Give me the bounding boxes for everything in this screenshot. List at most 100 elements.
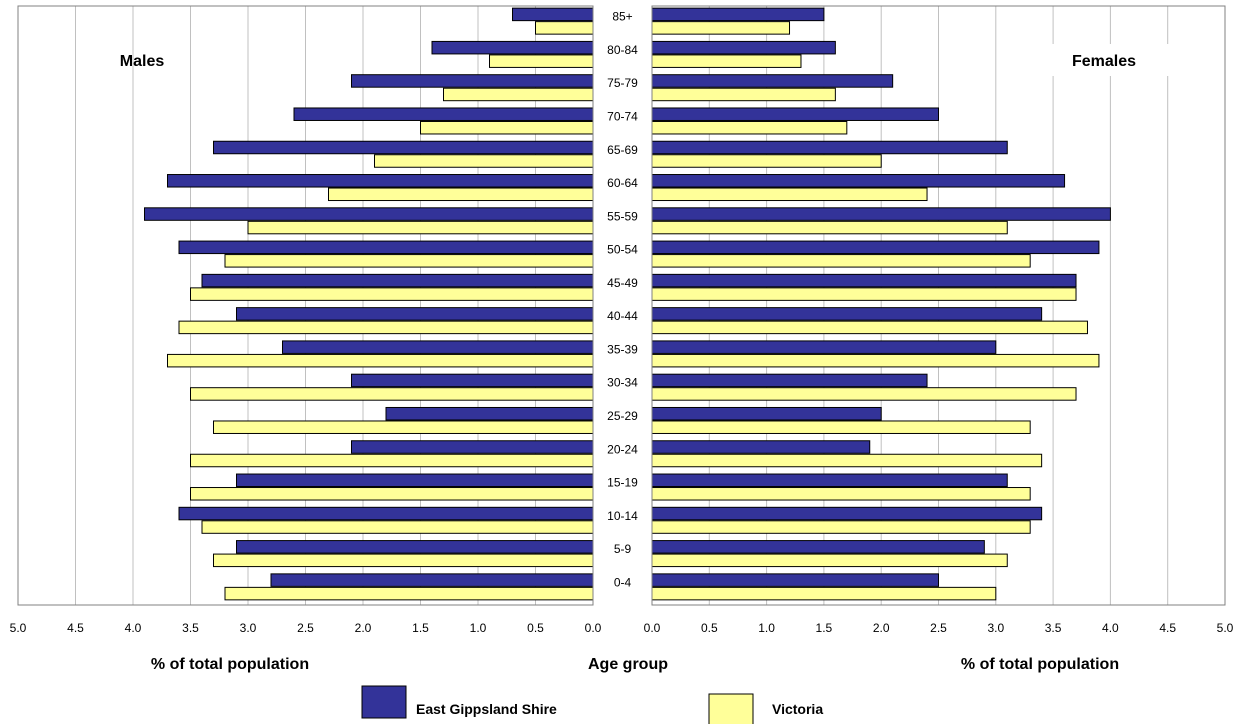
age-label-50-54: 50-54 [607,243,638,257]
bar-female-s1-85+ [651,21,791,35]
bar-female-s0-55-59 [651,207,1111,221]
tick-label-right-5: 2.5 [930,621,947,635]
females-title: Females [1072,53,1136,70]
bar-male-s0-60-64 [167,174,594,188]
bar-male-s1-20-24 [190,453,594,468]
legend-swatch-east-gippsland [361,685,407,719]
labels: 0.0 0.0 0.5 0.5 1.0 1.0 1.5 1.5 2.0 2.0 2.5 2.5 3.0 3… [10,10,1234,635]
bar-male-s1-80-84 [489,54,594,68]
bar-male-s0-40-44 [236,307,594,321]
bar-female-s0-45-49 [651,273,1077,288]
bar-female-s1-75-79 [651,87,836,102]
bar-male-s1-5-9 [213,553,594,568]
bar-female-s1-40-44 [651,320,1088,335]
age-label-25-29: 25-29 [607,409,638,423]
bar-male-s0-75-79 [351,74,594,88]
males-title: Males [120,53,165,70]
bar-female-s0-20-24 [651,440,871,454]
tick-label-right-2: 1.0 [758,621,775,635]
age-label-70-74: 70-74 [607,109,638,123]
bar-female-s0-30-34 [651,373,928,388]
bar-male-s1-15-19 [190,487,594,501]
bar-male-s1-30-34 [190,387,594,401]
age-label-65-69: 65-69 [607,143,638,157]
bar-male-s0-0-4 [270,573,594,587]
legend-swatch-victoria [708,693,754,724]
bar-female-s0-25-29 [651,406,882,421]
bar-female-s0-10-14 [651,506,1043,521]
bar-female-s1-70-74 [651,120,848,135]
bar-male-s0-85+ [512,7,594,22]
tick-label-left-5: 2.5 [297,621,314,635]
tick-label-left-6: 3.0 [240,621,257,635]
bar-male-s1-45-49 [190,287,594,301]
tick-label-right-3: 1.5 [816,621,833,635]
bar-female-s1-55-59 [651,220,1008,235]
bar-male-s0-30-34 [351,373,594,388]
age-label-15-19: 15-19 [607,476,638,490]
age-label-30-34: 30-34 [607,376,638,390]
age-label-5-9: 5-9 [614,542,632,556]
tick-label-right-7: 3.5 [1045,621,1062,635]
bar-female-s0-75-79 [651,74,894,88]
bar-male-s0-50-54 [178,240,594,255]
bar-male-s1-40-44 [178,320,594,335]
tick-label-right-8: 4.0 [1102,621,1119,635]
bar-male-s0-25-29 [385,406,594,421]
age-label-80-84: 80-84 [607,43,638,57]
tick-label-left-8: 4.0 [125,621,142,635]
tick-label-left-4: 2.0 [355,621,372,635]
plot-area-left [17,5,594,606]
bar-male-s1-50-54 [224,254,594,268]
bar-male-s1-0-4 [224,586,594,601]
tick-label-right-6: 3.0 [987,621,1004,635]
x-axis-title-left: % of total population [151,656,309,673]
tick-label-left-10: 5.0 [10,621,27,635]
legend-label-east-gippsland: East Gippsland Shire [416,701,557,717]
tick-label-left-1: 0.5 [527,621,544,635]
age-label-55-59: 55-59 [607,209,638,223]
age-label-40-44: 40-44 [607,309,638,323]
bar-female-s1-30-34 [651,387,1077,401]
bar-female-s1-15-19 [651,487,1031,501]
bar-female-s1-35-39 [651,353,1100,368]
bar-male-s1-75-79 [443,87,594,102]
bar-male-s1-85+ [535,21,594,35]
tick-label-right-1: 0.5 [701,621,718,635]
tick-label-left-0: 0.0 [585,621,602,635]
bar-male-s0-55-59 [144,207,594,221]
age-label-0-4: 0-4 [614,575,632,589]
plot-area-right [651,5,1226,606]
tick-label-left-7: 3.5 [182,621,199,635]
bar-female-s1-5-9 [651,553,1008,568]
bar-female-s1-65-69 [651,154,882,168]
age-label-60-64: 60-64 [607,176,638,190]
bar-female-s0-40-44 [651,307,1043,321]
bar-male-s1-70-74 [420,120,594,135]
bar-female-s1-80-84 [651,54,802,68]
age-label-45-49: 45-49 [607,276,638,290]
bar-female-s0-50-54 [651,240,1100,255]
tick-label-left-2: 1.0 [470,621,487,635]
age-label-75-79: 75-79 [607,76,638,90]
bar-male-s0-80-84 [431,40,594,55]
bar-male-s1-10-14 [201,520,594,534]
bar-female-s1-50-54 [651,254,1031,268]
females-title-bg [1052,44,1176,76]
age-label-85+: 85+ [612,10,632,24]
bar-female-s0-5-9 [651,540,985,554]
bar-male-s1-60-64 [328,187,594,202]
axes [17,5,1226,606]
bar-female-s0-35-39 [651,340,997,354]
tick-label-left-9: 4.5 [67,621,84,635]
age-label-35-39: 35-39 [607,342,638,356]
x-axis-title-right: % of total population [961,656,1119,673]
bar-male-s1-35-39 [167,353,594,368]
bar-male-s0-35-39 [282,340,594,354]
bar-female-s0-65-69 [651,140,1008,155]
bar-female-s1-20-24 [651,453,1043,468]
bar-male-s0-20-24 [351,440,594,454]
bar-female-s1-45-49 [651,287,1077,301]
bar-female-s0-85+ [651,7,825,22]
